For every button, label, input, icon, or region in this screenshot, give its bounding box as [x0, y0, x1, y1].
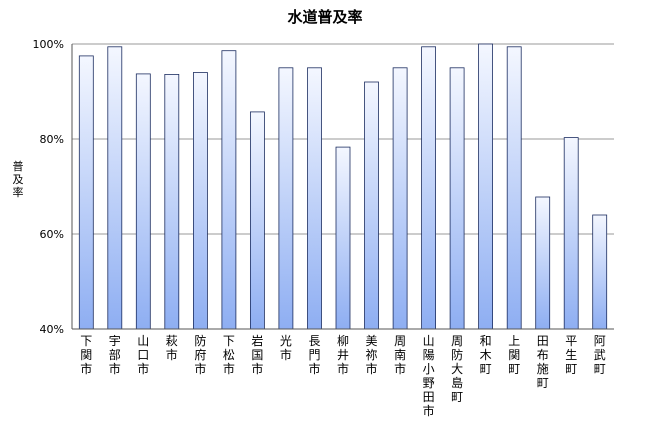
x-category-label: 柳井市: [337, 334, 349, 376]
y-tick-label: 80%: [40, 133, 64, 146]
y-tick-label: 60%: [40, 228, 64, 241]
bar: [164, 74, 180, 330]
bar: [592, 214, 608, 330]
bar: [192, 72, 208, 330]
x-category-label: 美祢市: [365, 334, 377, 376]
x-category-label: 光市: [280, 334, 292, 362]
bar: [135, 73, 151, 330]
bar: [307, 67, 322, 330]
x-category-label: 長門市: [308, 334, 320, 376]
bar: [364, 81, 379, 330]
bar: [78, 55, 94, 330]
x-category-label: 周防大島町: [451, 334, 463, 404]
bar: [421, 46, 437, 330]
x-category-label: 山口市: [137, 334, 149, 376]
bar: [221, 50, 237, 330]
x-category-label: 下関市: [80, 334, 92, 376]
bar: [278, 67, 294, 330]
x-category-label: 周南市: [394, 334, 406, 376]
chart-title: 水道普及率: [287, 8, 363, 26]
x-category-label: 和木町: [480, 334, 492, 376]
bar: [506, 46, 522, 330]
y-tick-label: 40%: [40, 323, 64, 336]
x-category-label: 阿武町: [594, 334, 606, 376]
y-axis-title: 普及率: [12, 160, 24, 199]
x-category-label: 田布施町: [537, 334, 549, 390]
bar: [535, 196, 551, 330]
bar: [107, 46, 123, 330]
x-category-label: 平生町: [565, 334, 577, 376]
x-category-label: 宇部市: [109, 334, 121, 376]
x-category-label: 岩国市: [251, 333, 263, 376]
bar: [249, 111, 265, 330]
x-category-label: 上関町: [508, 334, 520, 376]
x-category-label: 萩市: [166, 334, 178, 362]
bar: [392, 67, 408, 330]
bar: [335, 146, 351, 330]
x-category-label: 防府市: [194, 333, 206, 376]
x-category-label: 下松市: [223, 334, 235, 376]
bar: [478, 43, 494, 330]
bar: [449, 67, 465, 330]
y-tick-label: 100%: [33, 38, 64, 51]
bar: [563, 137, 579, 330]
x-category-label: 山陽小野田市: [423, 334, 435, 418]
